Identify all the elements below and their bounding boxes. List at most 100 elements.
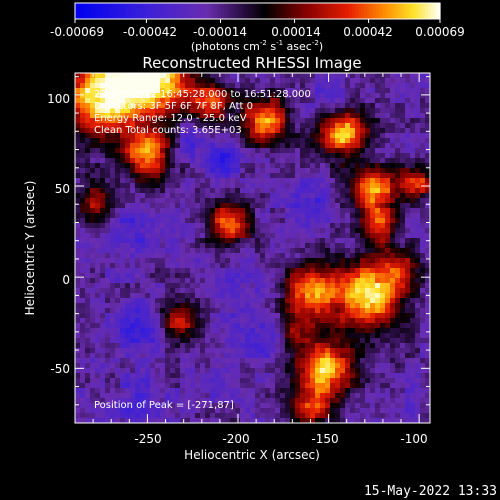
heatmap-cell (155, 308, 161, 314)
heatmap-cell (110, 103, 116, 109)
heatmap-cell (420, 233, 426, 239)
heatmap-cell (300, 93, 306, 99)
heatmap-cell (410, 253, 416, 259)
heatmap-cell (300, 283, 306, 289)
heatmap-cell (410, 268, 416, 274)
heatmap-cell (395, 168, 401, 174)
heatmap-cell (275, 98, 281, 104)
heatmap-cell (90, 123, 96, 129)
heatmap-cell (230, 148, 236, 154)
heatmap-cell (235, 288, 241, 294)
heatmap-cell (105, 93, 111, 99)
heatmap-cell (135, 148, 141, 154)
heatmap-cell (135, 108, 141, 114)
heatmap-cell (220, 228, 226, 234)
heatmap-cell (415, 368, 421, 374)
heatmap-cell (225, 243, 231, 249)
heatmap-cell (195, 283, 201, 289)
heatmap-cell (385, 323, 391, 329)
colorbar-swatch (354, 3, 359, 19)
heatmap-cell (80, 108, 86, 114)
heatmap-cell (245, 208, 251, 214)
heatmap-cell (240, 258, 246, 264)
heatmap-cell (300, 248, 306, 254)
heatmap-cell (210, 383, 216, 389)
heatmap-cell (340, 293, 346, 299)
heatmap-cell (415, 158, 421, 164)
heatmap-cell (90, 283, 96, 289)
heatmap-cell (240, 228, 246, 234)
heatmap-cell (120, 328, 126, 334)
heatmap-cell (385, 113, 391, 119)
heatmap-cell (170, 83, 176, 89)
heatmap-cell (95, 218, 101, 224)
heatmap-cell (170, 193, 176, 199)
heatmap-cell (360, 378, 366, 384)
heatmap-cell (300, 373, 306, 379)
heatmap-cell (410, 233, 416, 239)
heatmap-cell (120, 278, 126, 284)
heatmap-cell (320, 273, 326, 279)
heatmap-cell (185, 263, 191, 269)
heatmap-cell (240, 268, 246, 274)
heatmap-cell (395, 128, 401, 134)
heatmap-cell (355, 153, 361, 159)
heatmap-cell (240, 238, 246, 244)
heatmap-cell (310, 163, 316, 169)
heatmap-cell (115, 93, 121, 99)
heatmap-cell (125, 193, 131, 199)
heatmap-cell (365, 268, 371, 274)
heatmap-cell (275, 258, 281, 264)
heatmap-cell (300, 333, 306, 339)
heatmap-cell (220, 88, 226, 94)
heatmap-cell (345, 288, 351, 294)
heatmap-cell (185, 363, 191, 369)
heatmap-cell (395, 108, 401, 114)
heatmap-cell (130, 378, 136, 384)
heatmap-cell (420, 403, 426, 409)
heatmap-cell (170, 183, 176, 189)
heatmap-cell (370, 268, 376, 274)
heatmap-cell (230, 308, 236, 314)
heatmap-cell (300, 138, 306, 144)
heatmap-cell (345, 163, 351, 169)
heatmap-cell (275, 378, 281, 384)
heatmap-cell (330, 378, 336, 384)
heatmap-cell (380, 303, 386, 309)
heatmap-cell (275, 123, 281, 129)
heatmap-cell (175, 148, 181, 154)
heatmap-cell (230, 193, 236, 199)
heatmap-cell (175, 293, 181, 299)
heatmap-cell (170, 283, 176, 289)
heatmap-cell (420, 213, 426, 219)
heatmap-cell (170, 103, 176, 109)
heatmap-cell (300, 383, 306, 389)
heatmap-cell (110, 133, 116, 139)
heatmap-cell (110, 183, 116, 189)
heatmap-cell (145, 328, 151, 334)
heatmap-cell (150, 128, 156, 134)
heatmap-cell (220, 323, 226, 329)
colorbar-swatch (154, 3, 158, 19)
heatmap-cell (420, 98, 426, 104)
heatmap-cell (310, 333, 316, 339)
heatmap-cell (320, 213, 326, 219)
heatmap-cell (375, 188, 381, 194)
heatmap-cell (150, 413, 156, 419)
heatmap-cell (110, 158, 116, 164)
heatmap-cell (205, 88, 211, 94)
heatmap-cell (240, 273, 246, 279)
heatmap-cell (140, 398, 146, 404)
heatmap-cell (105, 263, 111, 269)
heatmap-cell (250, 243, 256, 249)
heatmap-cell (210, 348, 216, 354)
heatmap-cell (155, 378, 161, 384)
heatmap-cell (115, 223, 121, 229)
heatmap-cell (290, 183, 296, 189)
heatmap-cell (225, 278, 231, 284)
heatmap-cell (360, 193, 366, 199)
colorbar-swatch (373, 3, 377, 19)
heatmap-cell (295, 338, 301, 344)
heatmap-cell (305, 353, 311, 359)
heatmap-cell (135, 188, 141, 194)
